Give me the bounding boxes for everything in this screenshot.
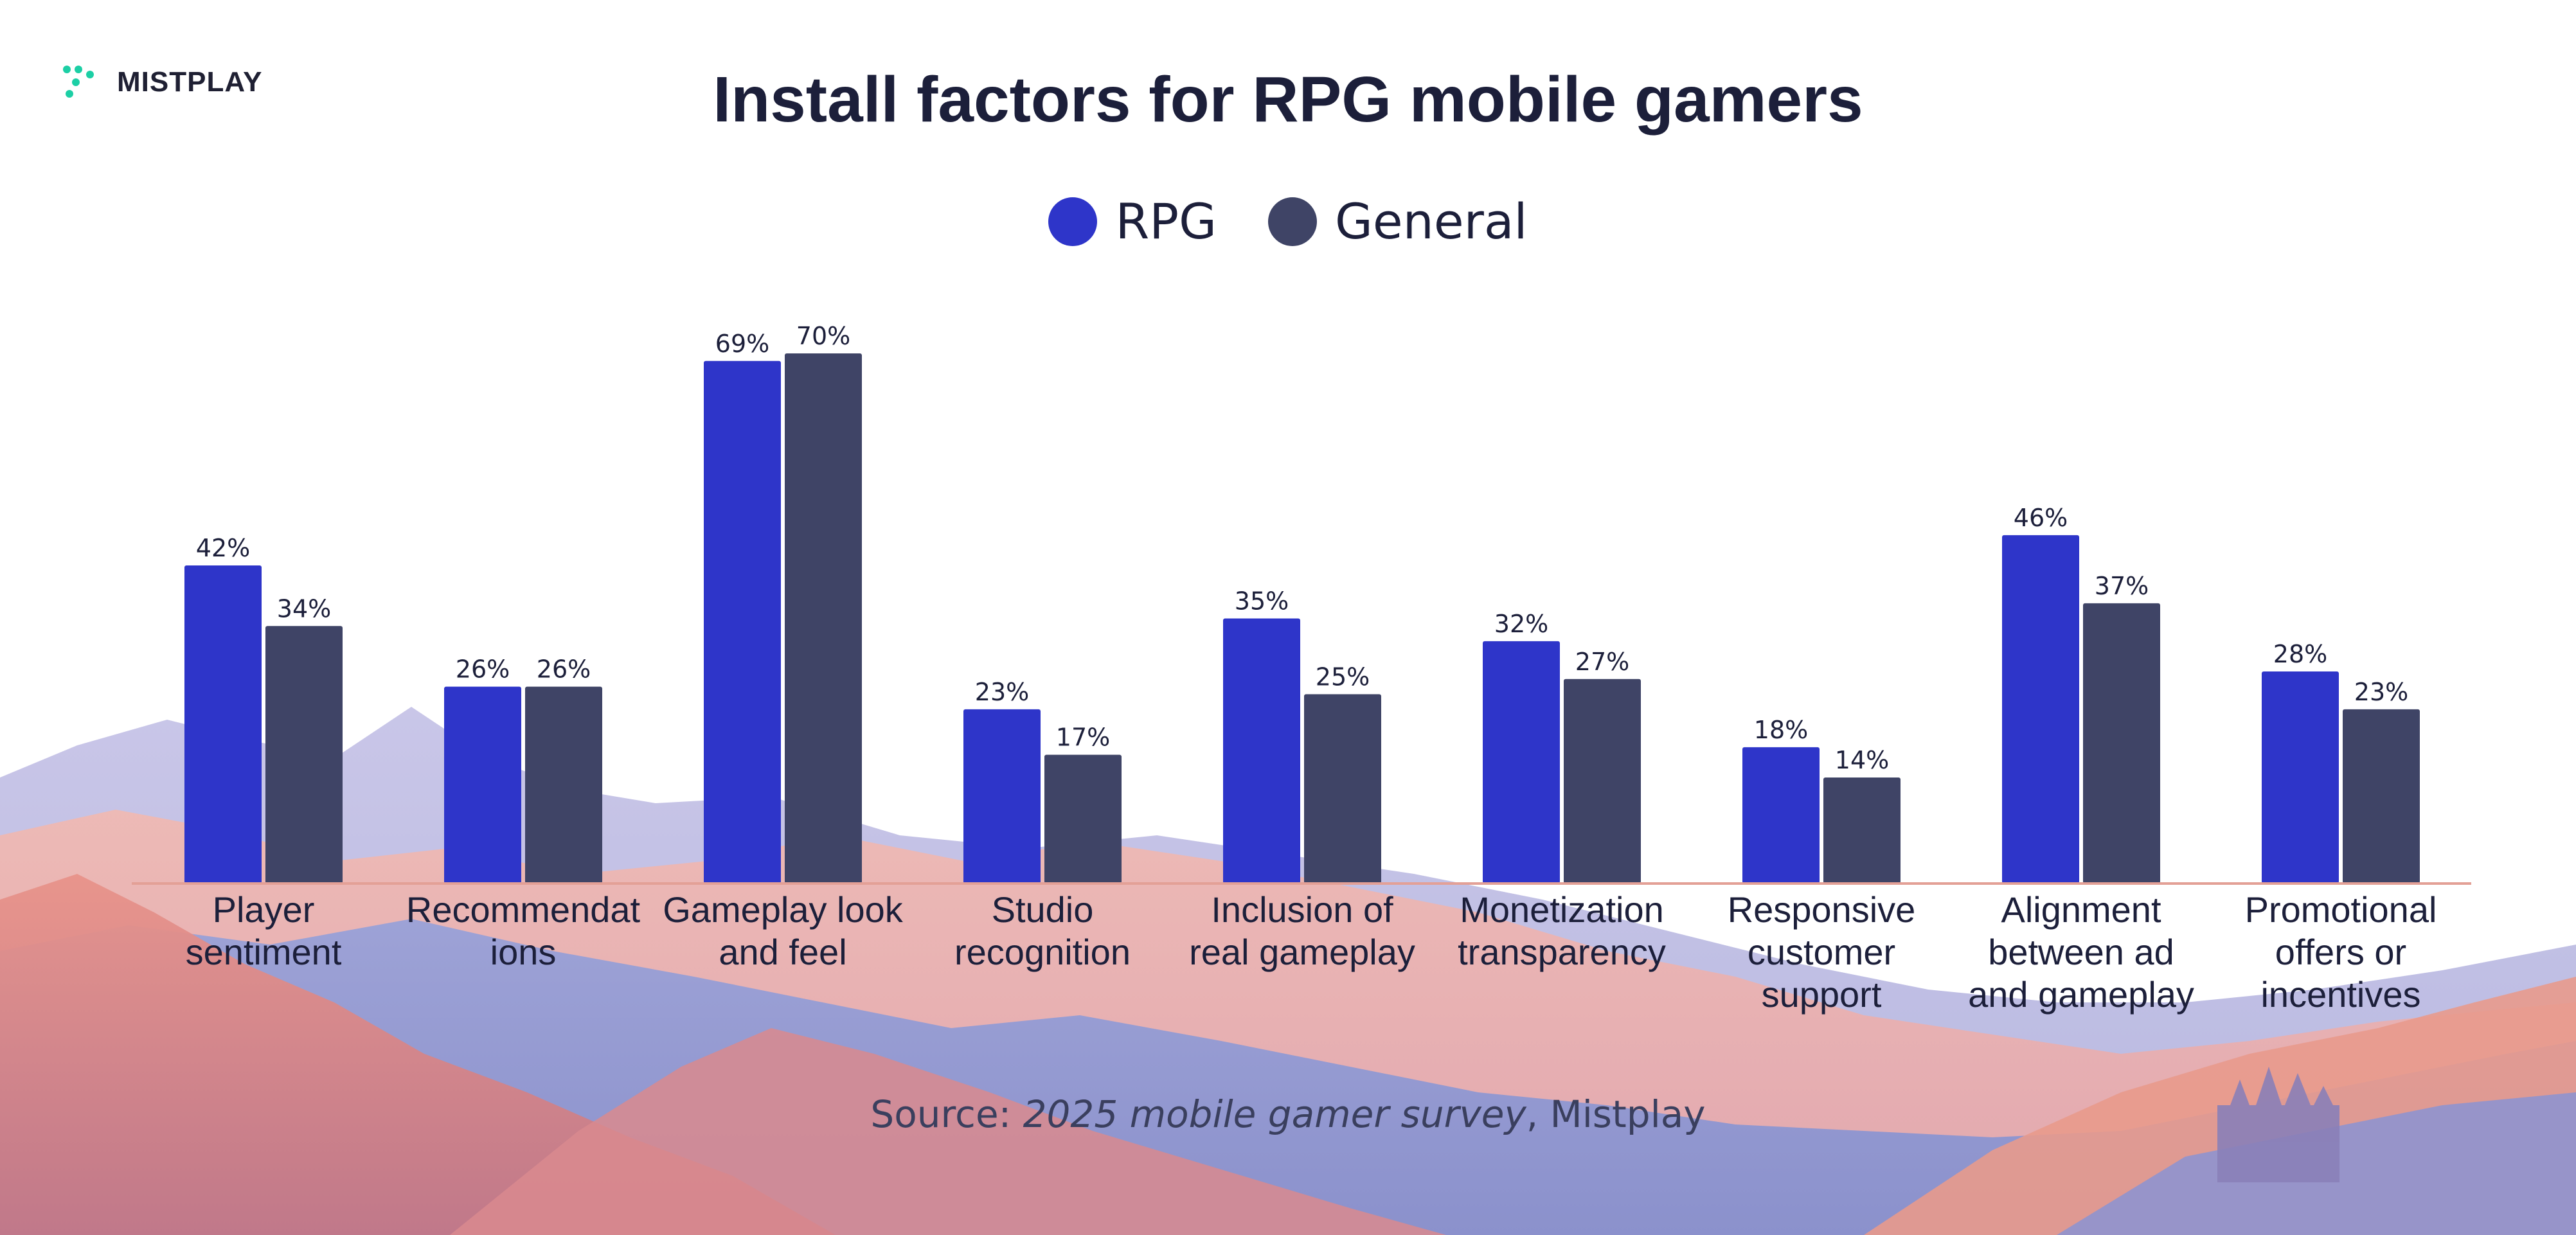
data-label-general-2: 70%	[796, 322, 850, 350]
source-suffix: , Mistplay	[1526, 1092, 1706, 1136]
category-label-5: Monetization transparency	[1458, 889, 1666, 972]
category-label-4: Inclusion of real gameplay	[1189, 889, 1415, 972]
data-label-rpg-1: 26%	[456, 655, 510, 684]
category-label-1: Recommendat ions	[406, 889, 641, 972]
category-label-3: Studio recognition	[954, 889, 1131, 972]
source-survey-name: 2025 mobile gamer survey	[1023, 1092, 1526, 1136]
bar-rpg-8	[2262, 671, 2339, 884]
bar-general-7	[2083, 603, 2160, 884]
data-label-rpg-4: 35%	[1235, 587, 1289, 616]
bar-general-5	[1564, 679, 1641, 884]
source-note: Source: 2025 mobile gamer survey, Mistpl…	[0, 1092, 2576, 1136]
bar-rpg-2	[704, 360, 781, 884]
legend: RPG General	[0, 193, 2576, 250]
data-label-rpg-7: 46%	[2014, 504, 2068, 532]
castle-silhouette	[2217, 1067, 2339, 1182]
bar-rpg-4	[1223, 618, 1300, 884]
category-label-2: Gameplay look and feel	[663, 889, 904, 972]
front-mountain-mid	[450, 1028, 1446, 1235]
bar-general-4	[1304, 694, 1381, 884]
bar-rpg-7	[2002, 535, 2079, 884]
bar-general-0	[265, 626, 343, 884]
bar-general-8	[2343, 709, 2420, 884]
bar-general-6	[1823, 777, 1901, 884]
legend-label-rpg: RPG	[1115, 193, 1217, 250]
bar-rpg-5	[1483, 641, 1560, 884]
data-label-general-0: 34%	[277, 594, 331, 623]
bar-general-2	[785, 353, 862, 884]
category-label-8: Promotional offers or incentives	[2245, 889, 2437, 1015]
bar-general-1	[525, 686, 602, 884]
data-label-general-5: 27%	[1575, 648, 1629, 676]
legend-swatch-rpg	[1048, 197, 1098, 246]
category-label-0: Player sentiment	[186, 889, 342, 972]
source-prefix: Source:	[870, 1092, 1023, 1136]
data-label-general-3: 17%	[1056, 724, 1110, 752]
category-label-7: Alignment between ad and gameplay	[1968, 889, 2194, 1015]
data-label-general-6: 14%	[1835, 746, 1889, 774]
logo-text: MISTPLAY	[117, 66, 263, 98]
data-label-rpg-6: 18%	[1754, 716, 1808, 744]
legend-swatch-general	[1268, 197, 1317, 246]
data-label-general-1: 26%	[537, 655, 591, 684]
data-label-rpg-5: 32%	[1494, 610, 1548, 638]
category-label-6: Responsive customer support	[1728, 889, 1916, 1015]
chart-title: Install factors for RPG mobile gamers	[713, 64, 1863, 136]
mistplay-dots-icon	[63, 66, 94, 98]
data-label-rpg-2: 69%	[715, 330, 769, 358]
data-label-general-8: 23%	[2354, 678, 2408, 706]
legend-item-rpg: RPG	[1048, 193, 1217, 250]
mistplay-logo: MISTPLAY	[62, 64, 262, 100]
data-label-rpg-0: 42%	[196, 534, 250, 562]
bar-rpg-0	[184, 565, 262, 884]
data-label-rpg-3: 23%	[975, 678, 1029, 706]
legend-item-general: General	[1268, 193, 1528, 250]
bar-rpg-1	[444, 686, 521, 884]
data-label-general-7: 37%	[2095, 572, 2149, 600]
bar-rpg-6	[1742, 747, 1820, 884]
data-label-general-4: 25%	[1316, 662, 1370, 691]
bar-rpg-3	[963, 709, 1041, 884]
data-label-rpg-8: 28%	[2273, 640, 2327, 668]
legend-label-general: General	[1335, 193, 1528, 250]
bar-general-3	[1044, 754, 1122, 884]
